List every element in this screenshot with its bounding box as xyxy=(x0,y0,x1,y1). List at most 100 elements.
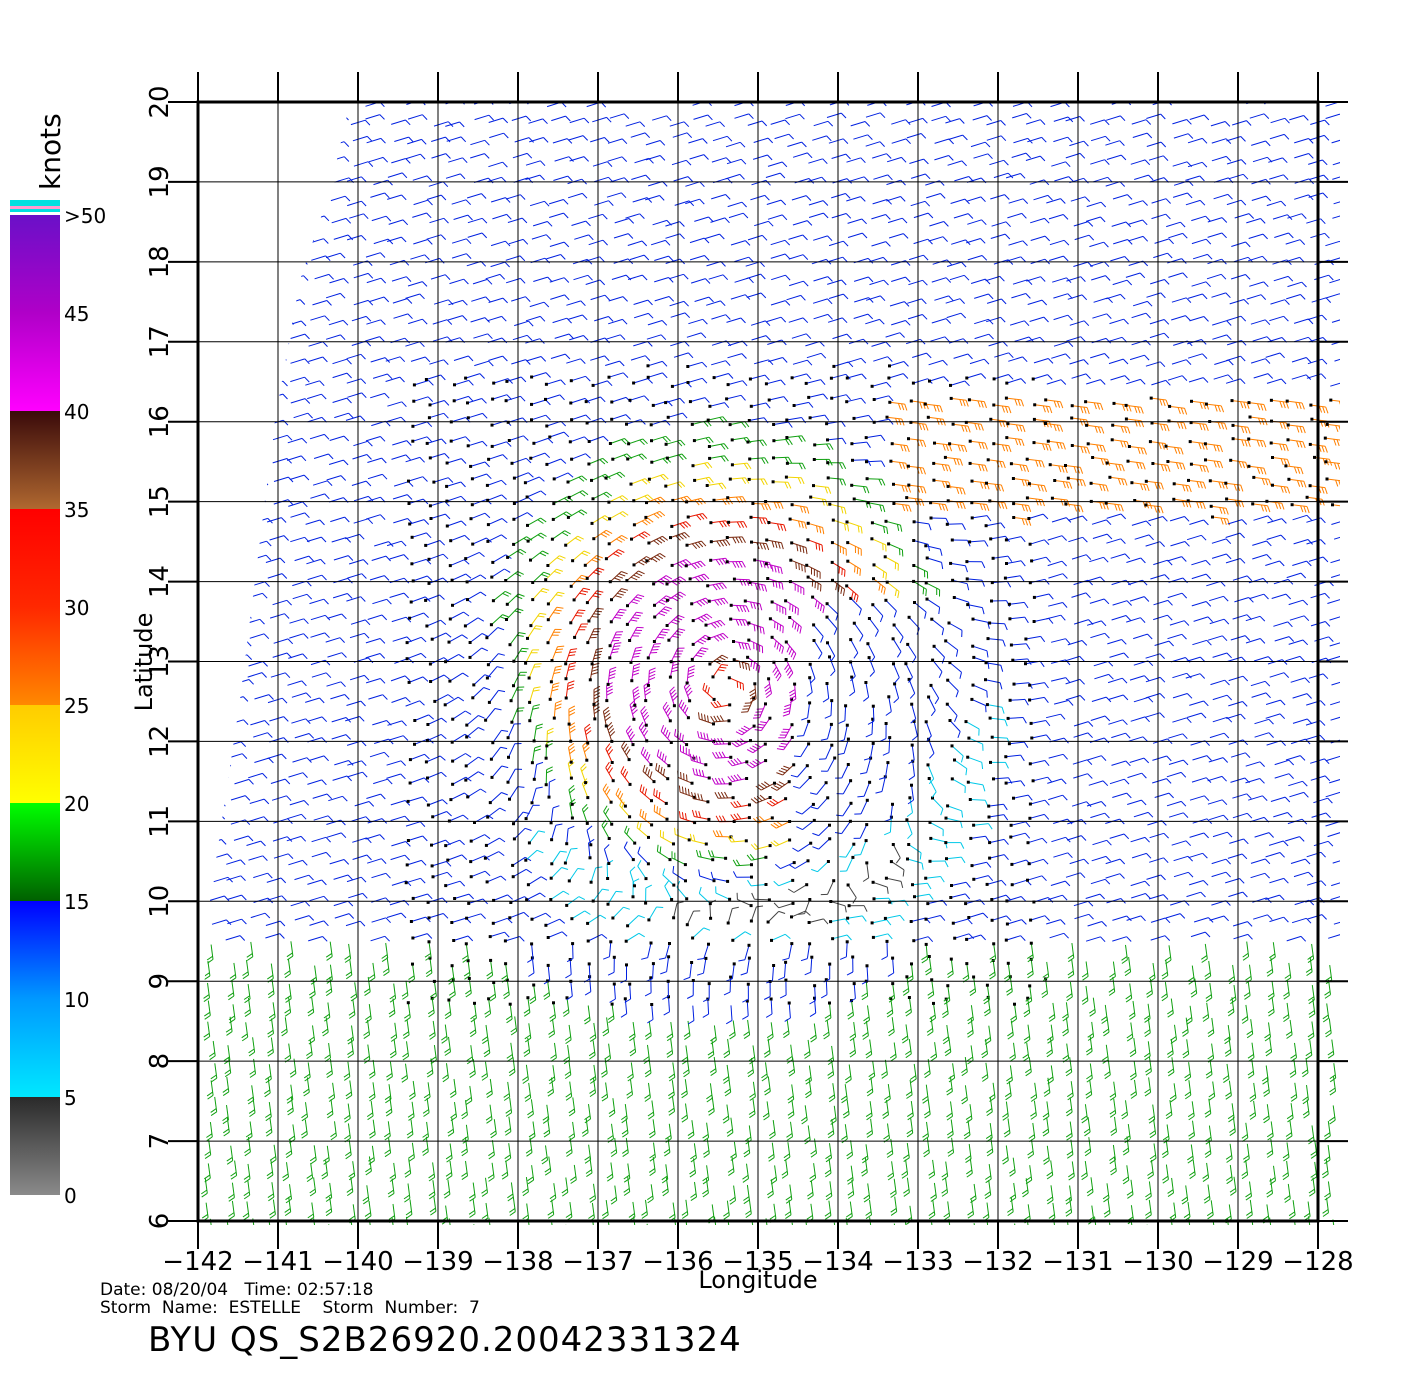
barb-staff xyxy=(988,814,1004,818)
barb-staff xyxy=(147,1101,149,1116)
barb-feather xyxy=(589,1231,595,1235)
wind-barb xyxy=(183,943,189,962)
wind-barb xyxy=(143,1101,149,1120)
barb-feather xyxy=(441,1035,448,1041)
barb-feather xyxy=(1066,1111,1073,1117)
barb-feather xyxy=(469,1073,476,1079)
barb-staff xyxy=(1265,894,1280,900)
wind-barb xyxy=(763,980,772,1000)
wind-barb xyxy=(646,1223,650,1225)
barb-staff xyxy=(1010,821,1026,826)
barb-feather xyxy=(960,842,965,849)
barb-feather xyxy=(588,1051,595,1057)
wind-barb xyxy=(527,942,534,963)
barb-staff xyxy=(929,821,944,830)
wind-barb xyxy=(1209,915,1229,922)
barb-feather xyxy=(185,1069,191,1073)
barb-staff xyxy=(268,1220,272,1225)
barb-feather xyxy=(1048,1014,1055,1019)
wind-barb xyxy=(1184,1080,1192,1100)
barb-staff xyxy=(1030,915,1046,921)
barb-feather xyxy=(930,1194,937,1199)
barb-feather xyxy=(1244,995,1251,1000)
barb-staff xyxy=(1286,1142,1290,1158)
rain-flag xyxy=(749,904,753,908)
barb-staff xyxy=(372,1082,376,1098)
barb-feather xyxy=(766,1033,773,1039)
barb-feather xyxy=(345,1094,353,1100)
barb-feather xyxy=(586,825,593,831)
barb-staff xyxy=(1192,1120,1195,1136)
barb-staff xyxy=(1012,879,1027,886)
barb-feather xyxy=(964,1134,971,1140)
wind-barb xyxy=(551,1222,555,1225)
wind-barb xyxy=(633,1216,636,1225)
barb-feather xyxy=(883,1137,890,1143)
barb-feather xyxy=(1163,832,1169,839)
barb-feather xyxy=(325,1239,331,1243)
barb-feather xyxy=(928,1174,935,1179)
barb-staff xyxy=(662,874,675,886)
barb-staff xyxy=(905,1159,909,1175)
barb-feather xyxy=(1349,1029,1355,1033)
barb-feather xyxy=(301,1116,308,1122)
rain-flag xyxy=(427,916,431,920)
wind-barb xyxy=(607,1221,611,1225)
barb-feather xyxy=(1144,1032,1151,1038)
barb-feather xyxy=(927,1031,934,1036)
wind-barb xyxy=(146,872,165,877)
barb-feather xyxy=(1351,1155,1357,1159)
barb-feather xyxy=(702,1176,709,1182)
barb-feather xyxy=(1246,1214,1253,1219)
barb-staff xyxy=(630,1079,633,1095)
barb-feather xyxy=(1082,975,1089,981)
wind-barb xyxy=(333,874,353,881)
barb-feather xyxy=(340,819,346,826)
wind-barb xyxy=(1261,1065,1269,1085)
barb-feather xyxy=(692,834,696,842)
barb-feather xyxy=(750,844,756,850)
barb-staff xyxy=(789,1184,793,1200)
barb-feather xyxy=(1161,993,1168,999)
wind-barb xyxy=(1025,1165,1033,1185)
wind-barb xyxy=(163,1178,169,1197)
barb-feather xyxy=(768,1153,775,1159)
wind-barb xyxy=(745,1198,752,1219)
wind-barb xyxy=(736,892,753,908)
barb-staff xyxy=(1074,913,1090,920)
wind-barb xyxy=(242,1201,250,1221)
wind-barb xyxy=(770,933,791,942)
barb-feather xyxy=(543,1132,550,1138)
wind-barb xyxy=(1290,1042,1297,1062)
wind-barb xyxy=(308,936,328,942)
barb-staff xyxy=(730,1005,733,1021)
wind-barb xyxy=(431,811,452,819)
barb-staff xyxy=(447,1179,451,1195)
wind-barb xyxy=(1144,1041,1151,1061)
wind-barb xyxy=(1247,1059,1255,1079)
wind-barb xyxy=(368,1119,376,1139)
barb-staff xyxy=(1188,852,1203,859)
barb-feather xyxy=(1350,1133,1356,1137)
barb-staff xyxy=(891,861,905,871)
wind-barb xyxy=(981,1062,989,1082)
barb-feather xyxy=(510,1237,516,1241)
wind-barb xyxy=(405,1199,413,1219)
wind-barb xyxy=(422,1121,429,1141)
barb-feather xyxy=(1322,1212,1329,1217)
wind-barb xyxy=(504,1143,512,1163)
barb-feather xyxy=(1161,996,1168,1002)
wind-barb xyxy=(1043,1077,1051,1097)
wind-barb xyxy=(610,1185,618,1205)
barb-feather xyxy=(1249,1097,1256,1103)
barb-staff xyxy=(1029,813,1045,819)
wind-barb xyxy=(1283,980,1290,1000)
barb-staff xyxy=(1094,1216,1097,1225)
rain-flag xyxy=(828,1001,831,1005)
barb-staff xyxy=(1229,838,1244,844)
barb-feather xyxy=(484,1013,491,1018)
barb-feather xyxy=(486,974,493,980)
barb-feather xyxy=(348,1011,355,1016)
barb-feather xyxy=(408,1154,415,1159)
barb-feather xyxy=(1081,1172,1088,1178)
